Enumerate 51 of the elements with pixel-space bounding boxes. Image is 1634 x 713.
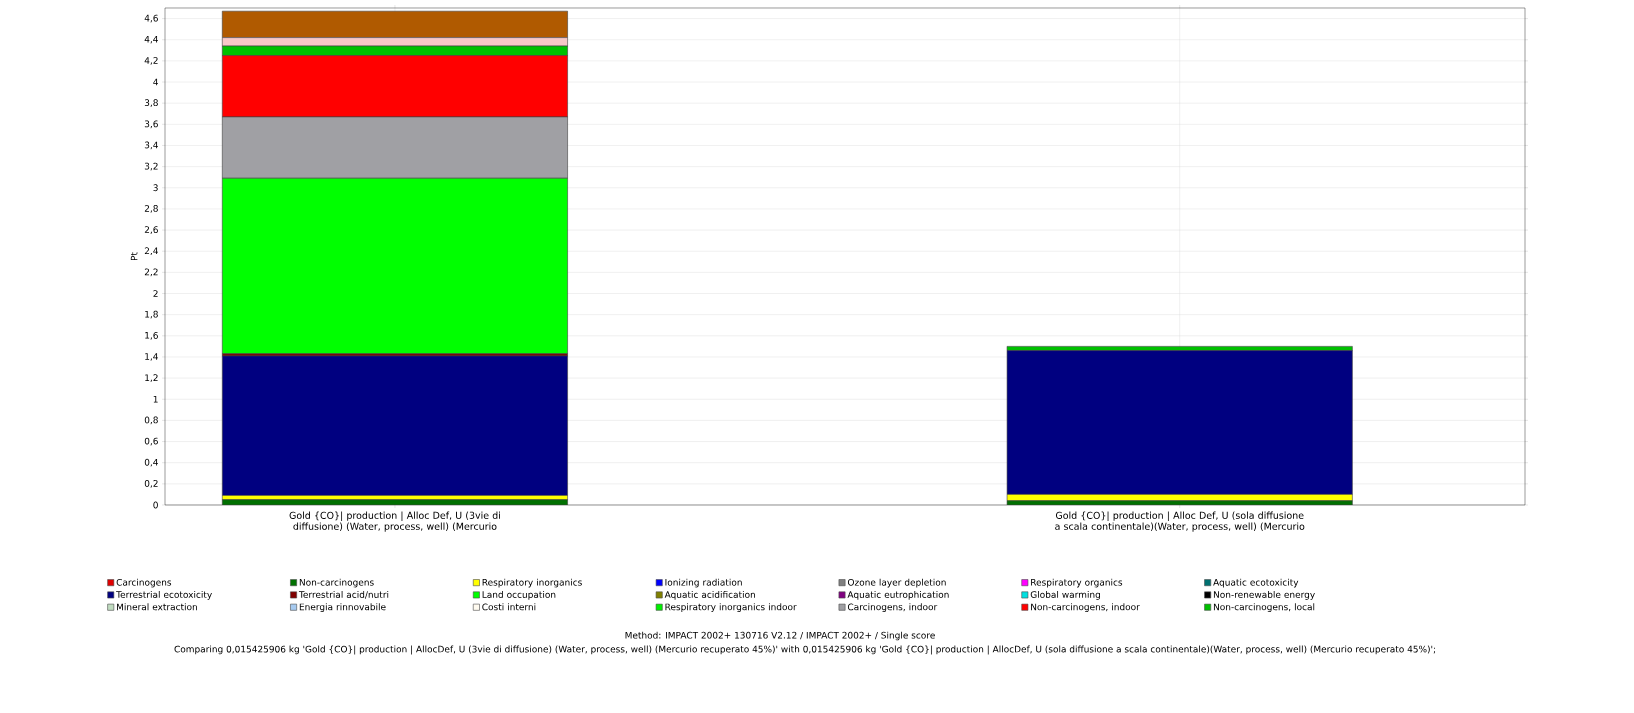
y-tick-label: 2 [153,290,158,297]
y-tick-label: 0,4 [144,458,158,467]
y-tick-label: 3 [153,184,158,192]
legend-label: Non-carcinogens, indoor [1031,603,1140,613]
legend-label: Respiratory inorganics indoor [665,603,797,613]
legend-label: Respiratory organics [1031,578,1123,588]
y-tick-label: 2,4 [144,247,158,256]
y-tick-label: 0,2 [144,480,158,488]
legend-label: Ozone layer depletion [847,578,946,588]
legend-label: Terrestrial acid/nutri [298,591,389,599]
y-tick-label: 2,6 [144,226,158,234]
legend-label: Energia rinnovabile [299,603,386,613]
x-tick-label: Gold {CO}| production | Alloc Def, U (3vie di diffusione) (Water, process, well) (Mercurio [289,511,500,532]
legend-label: Aquatic acidification [664,591,755,600]
y-tick-label: 3,8 [144,99,158,108]
y-tick-label: 4,4 [144,35,158,44]
legend-label: Carcinogens, indoor [847,603,938,613]
legend-label: Terrestrial ecotoxicity [116,591,212,600]
y-tick-label: 0,8 [144,416,158,425]
text: Method: IMPACT 2002+ 130716 V2.12 / IMPACT 2002+ / Single score [625,631,935,641]
y-tick-label: 4,6 [144,14,158,23]
y-tick-label: 3,6 [144,120,158,129]
y-tick-label: 1,6 [145,331,158,340]
legend-label: Mineral extraction [117,603,197,611]
y-tick-label: 1 [153,395,158,403]
legend-label: Non-carcinogens, local [1213,603,1315,613]
x-tick-label: Gold {CO}| production | Alloc Def, U (sola diffusione a scala continentale)(Water, process, well) (Mercurio [1055,511,1305,532]
legend-label: Ionizing radiation [665,578,742,588]
legend-label: Non-renewable energy [1213,591,1315,600]
y-tick-label: 1,2 [145,374,158,382]
y-axis-title: Pt [130,252,138,261]
legend-label: Aquatic eutrophication [847,591,949,600]
legend-label: Respiratory inorganics [482,578,582,588]
y-tick-label: 0,6 [144,437,158,446]
bar [221,355,568,496]
legend-label: Carcinogens [116,578,172,588]
y-tick-label: 3,4 [144,141,158,150]
y-tick-label: 4,2 [144,57,158,65]
y-tick-label: 3,2 [144,162,158,171]
y-tick-label: 2,2 [144,268,158,277]
y-tick-label: 1,4 [145,353,158,361]
legend-label: Costi interni [482,603,536,611]
y-tick-label: 0 [153,501,158,509]
y-tick-label: 4 [153,78,158,86]
text: Comparing 0,015425906 kg 'Gold {CO}| production | AllocDef, U (3vie di diffusione) (Water, process, well) (Mercurio recuperato 45%)' with 0,015425906 kg 'Gold {CO}| production | AllocDef, U (sola diffusione a scala continentale)(Water, process, well) (Mercurio recuperato 45%)'; [174,645,1435,655]
legend-label: Non-carcinogens [299,578,374,588]
legend-label: Land occupation [482,591,556,600]
y-tick-label: 1,8 [145,310,158,319]
legend-label: Aquatic ecotoxicity [1213,578,1299,588]
legend-label: Global warming [1030,591,1100,600]
y-tick-label: 2,8 [144,205,158,213]
